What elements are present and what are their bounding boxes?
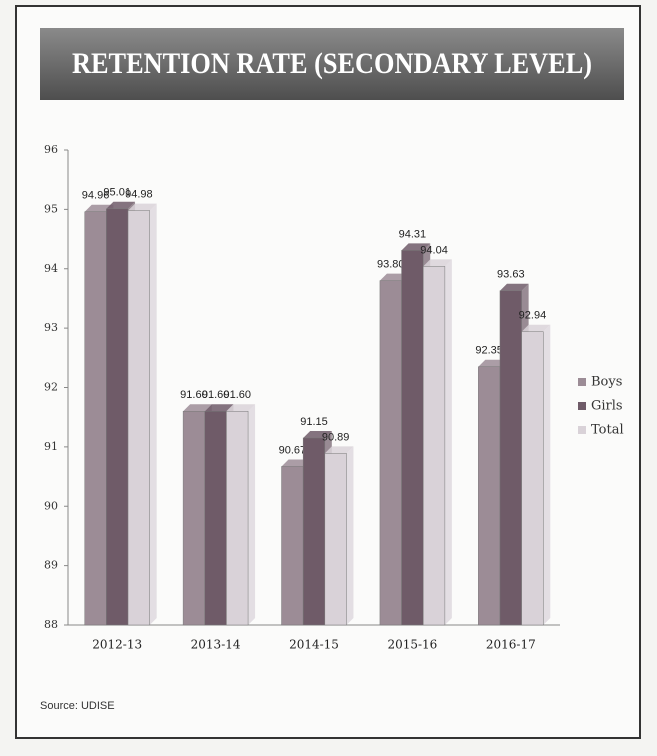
value-label: 91.60 [202, 389, 230, 401]
y-tick-label: 95 [44, 202, 58, 215]
bar [324, 453, 347, 626]
legend-label: Boys [591, 375, 622, 390]
bar [499, 290, 522, 626]
value-label: 91.60 [223, 389, 251, 401]
value-label: 94.04 [420, 244, 448, 256]
x-tick-label: 2015-16 [387, 638, 437, 652]
value-label: 92.35 [475, 345, 503, 357]
x-tick-label: 2012-13 [92, 638, 142, 652]
bar [379, 280, 402, 626]
value-label: 90.89 [322, 431, 350, 443]
y-tick-label: 93 [44, 321, 58, 334]
y-tick-label: 94 [44, 262, 58, 275]
value-label: 92.94 [519, 310, 547, 322]
bar [401, 250, 424, 626]
source: Source: UDISE [40, 700, 115, 712]
bar [478, 366, 501, 626]
x-tick-label: 2014-15 [289, 638, 339, 652]
y-tick-label: 88 [44, 618, 58, 631]
value-label: 94.96 [82, 190, 110, 202]
bar-top [106, 201, 136, 209]
bar-top [303, 430, 332, 438]
bar-side [543, 324, 551, 625]
bar-top [324, 446, 354, 454]
bar-top [128, 203, 157, 211]
bar [302, 437, 326, 626]
legend-label: Total [591, 423, 624, 438]
legend-swatch [578, 426, 586, 434]
bar [422, 266, 446, 626]
bar-top [401, 243, 431, 251]
y-tick-label: 92 [44, 381, 58, 394]
bar-top [423, 259, 452, 267]
legend-label: Girls [591, 399, 623, 414]
bar [182, 411, 206, 626]
bar-top [499, 283, 529, 291]
y-tick-label: 90 [44, 499, 58, 512]
bar [204, 411, 227, 626]
value-label: 93.80 [377, 259, 405, 271]
value-label: 91.60 [180, 389, 208, 401]
value-label: 94.98 [125, 188, 153, 200]
value-label: 95.01 [103, 187, 131, 199]
bar [106, 208, 129, 626]
bar-side [248, 404, 256, 625]
y-tick-label: 89 [44, 559, 58, 572]
bar-top [226, 404, 256, 412]
title-banner [40, 28, 624, 100]
bar-top [183, 404, 212, 412]
bar [226, 411, 249, 626]
bar-side [444, 259, 452, 625]
bar-side [149, 203, 157, 625]
value-label: 94.31 [399, 228, 427, 240]
bar-side [346, 446, 354, 625]
chart-title: RETENTION RATE (SECONDARY LEVEL) [72, 47, 592, 80]
x-tick-label: 2013-14 [191, 638, 241, 652]
bar [84, 211, 107, 626]
legend-swatch [578, 378, 586, 386]
value-label: 90.67 [279, 444, 307, 456]
bar [281, 466, 304, 626]
bar [521, 331, 544, 626]
x-tick-label: 2016-17 [486, 638, 536, 652]
y-tick-label: 96 [44, 143, 58, 156]
value-label: 93.63 [497, 269, 525, 281]
bar [127, 210, 150, 626]
y-tick-label: 91 [44, 440, 58, 453]
bar-top [521, 324, 551, 332]
value-label: 91.15 [300, 416, 328, 428]
legend-swatch [578, 402, 586, 410]
bar-top [204, 404, 234, 412]
